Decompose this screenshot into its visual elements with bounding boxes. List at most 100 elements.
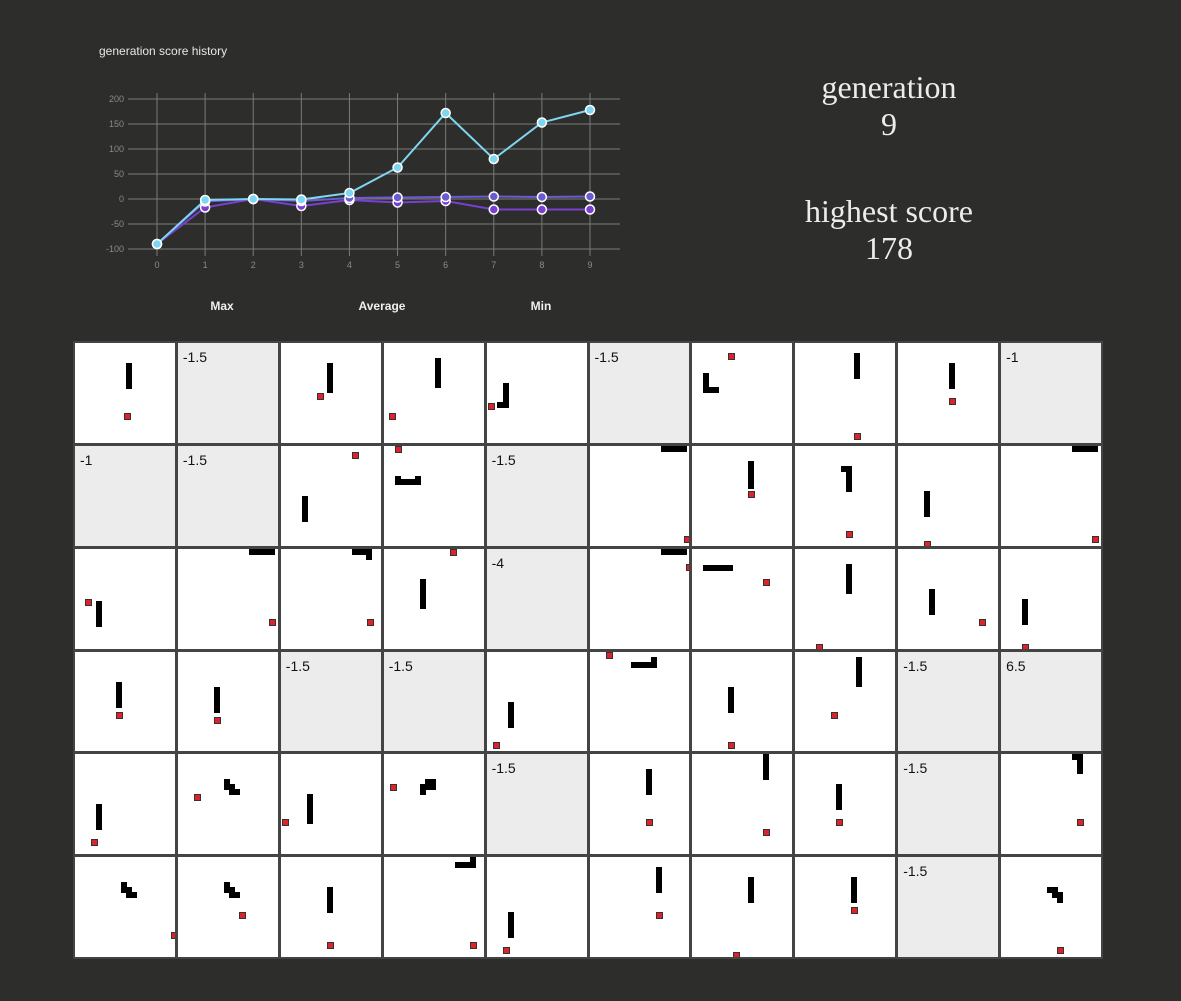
food-pellet — [193, 794, 201, 802]
snake-segment — [1022, 598, 1029, 625]
x-tick-label: 0 — [154, 260, 159, 270]
legend-max[interactable]: Max — [210, 299, 234, 313]
game-cell — [1001, 445, 1101, 546]
game-cell — [177, 548, 278, 649]
food-pellet — [645, 819, 653, 827]
food-pellet — [389, 784, 397, 792]
data-point-average — [536, 191, 548, 203]
population-grid: -1.5 -1.5 -1 -1 -1.5 -1.5 -4 -1.5 -1.5 -1.5 6.5 -1.… — [73, 341, 1103, 959]
game-cell — [1001, 754, 1101, 855]
game-cell — [589, 651, 690, 752]
game-cell — [589, 857, 690, 957]
y-tick-label: 50 — [114, 169, 124, 179]
snake-segment — [728, 686, 735, 713]
dead-game-cell: -1.5 — [486, 754, 587, 855]
snake-segment — [841, 465, 853, 472]
snake-segment — [96, 804, 102, 831]
dead-game-cell: -1.5 — [383, 651, 484, 752]
legend-average[interactable]: Average — [359, 299, 406, 313]
game-cell — [795, 548, 896, 649]
snake-segment — [748, 460, 755, 489]
game-cell — [795, 754, 896, 855]
data-point-average — [440, 191, 451, 203]
x-tick-label: 7 — [491, 260, 496, 270]
snake-segment — [394, 475, 401, 485]
dead-game-cell: -1.5 — [898, 754, 999, 855]
data-point-max — [296, 194, 307, 205]
snake-segment — [660, 445, 687, 452]
game-cell — [1001, 548, 1101, 649]
game-cell — [280, 445, 381, 546]
cell-score: -4 — [491, 554, 505, 571]
cell-score: -1.5 — [182, 451, 208, 468]
game-cell — [383, 857, 484, 957]
y-tick-label: -100 — [106, 244, 124, 254]
data-point-max — [199, 194, 211, 206]
cell-score: -1.5 — [903, 863, 928, 880]
dead-game-cell: -1.5 — [280, 651, 381, 752]
snake-segment — [496, 402, 509, 408]
food-pellet — [449, 548, 457, 556]
food-pellet — [91, 839, 98, 847]
snake-segment — [703, 564, 734, 571]
food-pellet — [492, 741, 500, 749]
dead-game-cell: 6.5 — [1001, 651, 1101, 752]
food-pellet — [733, 952, 741, 957]
legend-min[interactable]: Min — [531, 299, 552, 313]
snake-segment — [502, 383, 509, 408]
snake-segment — [856, 656, 863, 687]
game-cell — [898, 445, 999, 546]
x-tick-label: 5 — [395, 260, 400, 270]
cell-score: -1.5 — [491, 451, 516, 468]
chart-svg: generation score history 200150100500-50… — [99, 44, 620, 313]
snake-segment — [924, 490, 931, 517]
game-cell — [589, 445, 690, 546]
food-pellet — [487, 403, 495, 410]
food-pellet — [816, 643, 824, 649]
game-cell — [486, 857, 587, 957]
snake-segment — [228, 892, 240, 899]
cell-score: 6.5 — [1006, 657, 1026, 674]
y-tick-label: 150 — [109, 119, 124, 129]
data-point-max — [440, 107, 451, 119]
x-tick-label: 1 — [203, 260, 208, 270]
game-cell — [383, 445, 484, 546]
x-axis-ticks: 0 1 2 3 4 5 6 7 8 9 — [154, 260, 592, 270]
snake-segment — [851, 877, 858, 904]
food-pellet — [605, 651, 613, 659]
dead-game-cell: -1 — [1001, 343, 1101, 443]
snake-segment — [96, 600, 102, 627]
food-pellet — [469, 942, 477, 950]
snake-segment — [213, 686, 220, 713]
food-pellet — [836, 819, 844, 827]
food-pellet — [1092, 535, 1100, 543]
food-pellet — [728, 741, 736, 749]
food-pellet — [171, 932, 175, 940]
data-point-max — [344, 187, 355, 199]
chart-gridlines — [128, 93, 620, 256]
food-pellet — [979, 618, 987, 626]
highest-score-label: highest score — [805, 193, 973, 229]
game-cell — [589, 754, 690, 855]
game-cell — [898, 548, 999, 649]
cell-score: -1 — [1006, 349, 1019, 365]
game-cell — [383, 548, 484, 649]
y-tick-label: 200 — [109, 94, 124, 104]
snake-segment — [703, 387, 720, 393]
game-cell — [795, 651, 896, 752]
cell-score: -1.5 — [182, 349, 208, 365]
food-pellet — [728, 353, 736, 360]
snake-segment — [116, 681, 122, 708]
game-cell — [692, 548, 793, 649]
data-point-max — [536, 117, 548, 128]
snake-segment — [301, 495, 308, 522]
score-history-chart: generation score history 200 150 100 50 0 -50… — [0, 0, 700, 330]
snake-segment — [703, 373, 710, 393]
game-cell — [280, 857, 381, 957]
game-cell — [177, 754, 278, 855]
snake-segment — [1052, 887, 1059, 899]
snake-segment — [454, 862, 475, 869]
cell-score: -1 — [80, 451, 93, 468]
game-cell — [692, 445, 793, 546]
dead-game-cell: -1 — [75, 445, 175, 546]
